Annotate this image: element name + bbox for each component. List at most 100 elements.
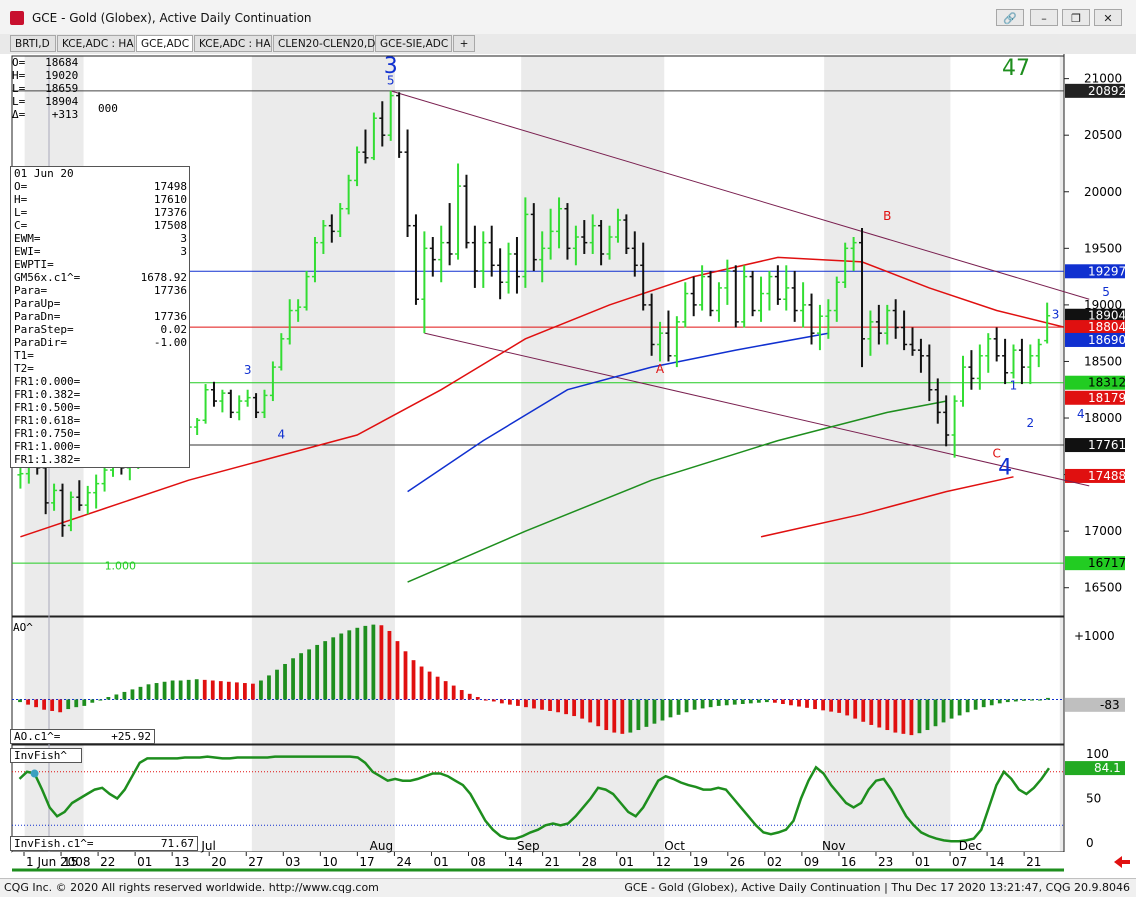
ao-histogram-bar <box>291 658 295 700</box>
ohlc-bar <box>328 214 335 243</box>
ohlc-bar <box>556 197 563 249</box>
ao-histogram-bar <box>861 699 866 722</box>
ao-histogram-bar <box>251 683 255 700</box>
ohlc-row: L= 18659 <box>12 82 79 95</box>
info-row: FR1:0.618= <box>14 414 81 427</box>
ao-histogram-bar <box>194 679 199 700</box>
price-tick-label: 20000 <box>1084 185 1122 199</box>
ao-histogram-bar <box>748 699 753 704</box>
ohlc-bar <box>51 483 58 511</box>
ao-histogram-bar <box>965 699 970 713</box>
ao-histogram-bar <box>379 625 384 700</box>
info-row: EWI= 3 <box>14 245 187 258</box>
ohlc-bar <box>488 225 495 277</box>
ma-blue-line <box>407 332 829 493</box>
ohlc-bar <box>67 491 74 532</box>
chart-tab-strip: BRTI,D KCE,ADC : HA GCE,ADC KCE,ADC : HA… <box>0 34 1136 55</box>
ohlc-bar <box>631 231 638 277</box>
ma-green-line <box>407 400 947 583</box>
wave-label: B <box>883 209 891 223</box>
ohlc-bar <box>968 350 975 390</box>
tab-brti[interactable]: BRTI,D <box>10 35 56 52</box>
ao-histogram-bar <box>732 699 737 705</box>
ohlc-bar <box>337 203 344 238</box>
ao-histogram-bar <box>499 699 504 704</box>
ao-histogram-bar <box>813 699 817 710</box>
corner-count: 47 <box>1002 56 1030 81</box>
ao-label: AO^ <box>13 621 33 634</box>
price-tag <box>1065 438 1125 453</box>
ao-histogram-bar <box>660 699 665 721</box>
price-tag <box>1065 264 1125 279</box>
ao-histogram-bar <box>178 680 183 700</box>
restore-button[interactable]: ❐ <box>1062 9 1090 26</box>
time-tick-label: 03 <box>285 855 300 869</box>
ohlc-bar <box>808 293 815 345</box>
tab-gce-adc[interactable]: GCE,ADC <box>136 35 193 52</box>
ao-histogram-bar <box>716 699 721 706</box>
ao-tag <box>1065 697 1125 712</box>
ohlc-bar <box>278 333 285 371</box>
ao-histogram-bar <box>427 671 432 700</box>
ao-histogram-bar <box>989 699 994 706</box>
ohlc-bar <box>202 384 209 424</box>
ao-histogram-bar <box>42 699 47 710</box>
ao-histogram-bar <box>90 699 95 703</box>
link-icon[interactable]: 🔗 <box>996 9 1024 26</box>
info-row: T2= <box>14 362 34 375</box>
ma-red-lower-line <box>760 476 1014 538</box>
ao-histogram-bar <box>315 644 320 700</box>
data-window: 01 Jun 20 O= 17498 H= 17610 L= 17376 C= 1750… <box>10 166 190 468</box>
ohlc-bar <box>412 214 419 305</box>
info-row: C= 17508 <box>14 219 187 232</box>
ao-histogram-bar <box>797 699 801 707</box>
price-tick-label: 19500 <box>1084 241 1122 255</box>
ao-histogram-bar <box>202 679 207 700</box>
ao-histogram-bar <box>146 684 151 700</box>
ohlc-bar <box>934 378 941 424</box>
close-button[interactable]: ✕ <box>1094 9 1122 26</box>
ohlc-bar <box>589 214 596 254</box>
ohlc-bar <box>471 225 478 288</box>
info-row: O= 17498 <box>14 180 187 193</box>
month-label: Nov <box>822 839 845 853</box>
time-tick-label: 14 <box>989 855 1004 869</box>
ohlc-bar <box>867 310 874 356</box>
info-row: ParaStep= 0.02 <box>14 323 187 336</box>
tab-gce-sie[interactable]: GCE-SIE,ADC <box>375 35 452 52</box>
ao-histogram-bar <box>234 682 239 700</box>
ohlc-bar <box>219 389 226 413</box>
trend-line <box>390 90 1090 300</box>
ao-histogram-bar <box>909 699 914 736</box>
ohlc-bar <box>657 321 664 362</box>
ao-histogram-bar <box>443 681 448 700</box>
tab-kce-ha[interactable]: KCE,ADC : HA <box>57 35 135 52</box>
ao-histogram-bar <box>548 699 552 711</box>
ao-histogram-bar <box>387 630 392 700</box>
time-tick-label: 01 <box>433 855 448 869</box>
ohlc-bar <box>311 237 318 283</box>
ohlc-bar <box>699 265 706 311</box>
info-row: FR1:0.500= <box>14 401 81 414</box>
tab-kce-ha-2[interactable]: KCE,ADC : HA <box>194 35 272 52</box>
ohlc-bar <box>93 474 100 509</box>
ohlc-bar <box>943 395 950 447</box>
invfish-tick-label: 0 <box>1086 836 1094 850</box>
price-tick-label: 19000 <box>1084 298 1122 312</box>
month-shade <box>824 56 951 852</box>
invfish-cursor-dot <box>30 769 39 778</box>
ema-red-line <box>20 256 1065 538</box>
price-tag-label: 17488 <box>1088 469 1126 483</box>
ao-histogram-bar <box>933 699 938 727</box>
tab-clen20[interactable]: CLEN20-CLEN20,D <box>273 35 375 52</box>
fib-level-label: 1.000 <box>105 560 136 573</box>
ao-histogram-bar <box>564 699 569 715</box>
ao-histogram-bar <box>411 660 416 700</box>
ohlc-tail: 000 <box>98 102 118 115</box>
month-label: Oct <box>664 839 685 853</box>
ohlc-bar <box>985 333 992 373</box>
add-tab-button[interactable]: + <box>453 35 475 52</box>
minimize-button[interactable]: – <box>1030 9 1058 26</box>
wave-label: 3 <box>1052 307 1060 321</box>
time-tick-label: 28 <box>582 855 597 869</box>
